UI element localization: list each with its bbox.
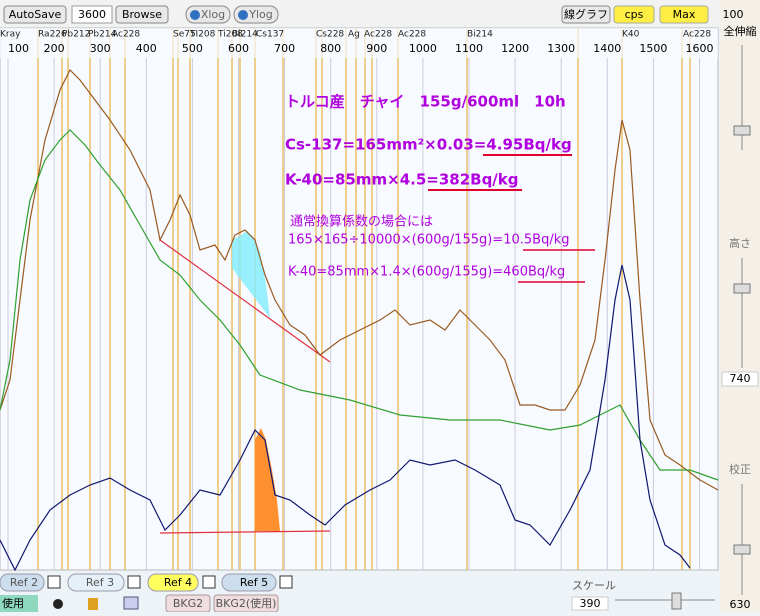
- height-label: 高さ: [729, 236, 751, 250]
- ref2-checkbox[interactable]: [47, 575, 61, 589]
- isotope-label: Ac228: [112, 30, 140, 40]
- isotope-labels: Kray Ra226 Pb212 Pb214 Ac228 Se75 TI208 …: [0, 30, 711, 40]
- annotation-cs137: Cs-137=165mm²×0.03=4.95Bq/kg: [285, 136, 572, 154]
- energy-tick-label: 1500: [639, 42, 667, 55]
- baseline: [159, 530, 331, 534]
- ref2-label: Ref 2: [10, 576, 38, 589]
- isotope-label: Bi214: [232, 30, 258, 40]
- annotation-k40-alt: K-40=85mm×1.4×(600g/155g)=460Bq/kg: [288, 265, 565, 280]
- ref4-checkbox[interactable]: [202, 575, 216, 589]
- ref5-toggle[interactable]: [221, 573, 277, 592]
- isotope-label: Cs137: [256, 30, 284, 40]
- energy-axis: 100 200 300 400 500 600 700 800 900 1000 1100 1200 1…: [8, 42, 714, 55]
- max-label: Max: [673, 8, 696, 21]
- isotope-label: Bi214: [467, 30, 493, 40]
- count-value: 3600: [78, 8, 106, 21]
- browse-button[interactable]: [115, 5, 169, 24]
- energy-tick-label: 900: [366, 42, 387, 55]
- line-graph-button[interactable]: [561, 5, 611, 24]
- scale-slider[interactable]: [671, 592, 682, 610]
- annotation-cs137-alt: 165×165÷10000×(600g/155g)=10.5Bq/kg: [288, 233, 569, 248]
- isotope-label: Ac228: [364, 30, 392, 40]
- net-spectrum: [0, 264, 691, 572]
- isotope-label: TI208: [189, 30, 216, 40]
- zoom-slider[interactable]: [733, 125, 751, 136]
- annotation-title: トルコ産 チャイ 155g/600ml 10h: [285, 93, 566, 111]
- isotope-label: Kray: [0, 30, 21, 40]
- ref4-label: Ref 4: [164, 576, 192, 589]
- side-top-value: 100: [723, 8, 744, 21]
- energy-tick-label: 400: [136, 42, 157, 55]
- baseline: [159, 239, 331, 363]
- annotation-note: 通常換算係数の場合には: [290, 215, 433, 230]
- isotope-label: K40: [622, 30, 640, 40]
- toolbar: AutoSave 3600 Browse Xlog Ylog 線グラフ cps …: [0, 0, 760, 27]
- height-slider[interactable]: [733, 283, 751, 294]
- use-label: 使用: [2, 597, 24, 610]
- ref2-toggle[interactable]: [0, 573, 45, 592]
- energy-tick-label: 600: [228, 42, 249, 55]
- ref3-checkbox[interactable]: [127, 575, 141, 589]
- ref4-toggle[interactable]: [147, 573, 199, 592]
- calibrate-label: 校正: [729, 462, 751, 476]
- autosave-label: AutoSave: [9, 8, 62, 21]
- energy-tick-label: 800: [320, 42, 341, 55]
- energy-tick-label: 1300: [547, 42, 575, 55]
- use-button[interactable]: [0, 595, 38, 612]
- isotope-label: Ac228: [398, 30, 426, 40]
- ref5-label: Ref 5: [240, 576, 268, 589]
- isotope-label: Se75: [173, 30, 196, 40]
- energy-tick-label: 1000: [409, 42, 437, 55]
- energy-tick-label: 1200: [501, 42, 529, 55]
- height-value: 740: [730, 372, 751, 385]
- cps-label: cps: [625, 8, 644, 21]
- zoom-all-label: 全伸縮: [724, 24, 757, 38]
- annotation-k40: K-40=85mm×4.5=382Bq/kg: [285, 171, 519, 189]
- isotope-label: Ag: [348, 30, 360, 40]
- ref5-checkbox[interactable]: [279, 575, 293, 589]
- net-peak-area: [255, 428, 280, 531]
- isotope-label: Ti208: [217, 30, 243, 40]
- line-graph-label: 線グラフ: [564, 7, 608, 21]
- energy-tick-label: 1600: [686, 42, 714, 55]
- spectrum-plot: Kray Ra226 Pb212 Pb214 Ac228 Se75 TI208 …: [0, 27, 719, 572]
- max-button[interactable]: [659, 5, 709, 24]
- isotope-label: Pb214: [88, 30, 117, 40]
- browse-label: Browse: [122, 8, 162, 21]
- energy-tick-label: 1400: [593, 42, 621, 55]
- isotope-label: Cs228: [316, 30, 344, 40]
- isotope-label: Ra226: [38, 30, 67, 40]
- cps-button[interactable]: [613, 5, 655, 24]
- bkg2-use-label: BKG2(使用): [216, 597, 277, 610]
- count-input[interactable]: [71, 5, 113, 24]
- calibrate-slider[interactable]: [733, 544, 751, 555]
- xlog-label: Xlog: [201, 8, 225, 21]
- bottom-bar: Ref 2 Ref 3 Ref 4 Ref 5 スケール 390 使用 BKG2…: [0, 571, 720, 613]
- energy-tick-label: 300: [90, 42, 111, 55]
- autosave-button[interactable]: [3, 5, 67, 24]
- bkg2-label: BKG2: [173, 597, 203, 610]
- isotope-label: Pb212: [62, 30, 90, 40]
- ref3-toggle[interactable]: [67, 573, 125, 592]
- ref3-label: Ref 3: [86, 576, 114, 589]
- energy-tick-label: 200: [44, 42, 65, 55]
- side-panel: 100 全伸縮 高さ 740 校正 630: [720, 0, 760, 612]
- energy-tick-label: 700: [274, 42, 295, 55]
- energy-tick-label: 500: [182, 42, 203, 55]
- background-spectrum: [0, 129, 719, 481]
- energy-tick-label: 100: [8, 42, 29, 55]
- ylog-label: Ylog: [248, 8, 273, 21]
- calibrate-value: 630: [730, 598, 751, 611]
- sample-spectrum: [0, 68, 719, 491]
- cs137-peak-area: [232, 231, 270, 318]
- scale-label: スケール: [572, 579, 616, 592]
- scale-value: 390: [580, 597, 601, 610]
- isotope-label: Ac228: [683, 30, 711, 40]
- energy-tick-label: 1100: [455, 42, 483, 55]
